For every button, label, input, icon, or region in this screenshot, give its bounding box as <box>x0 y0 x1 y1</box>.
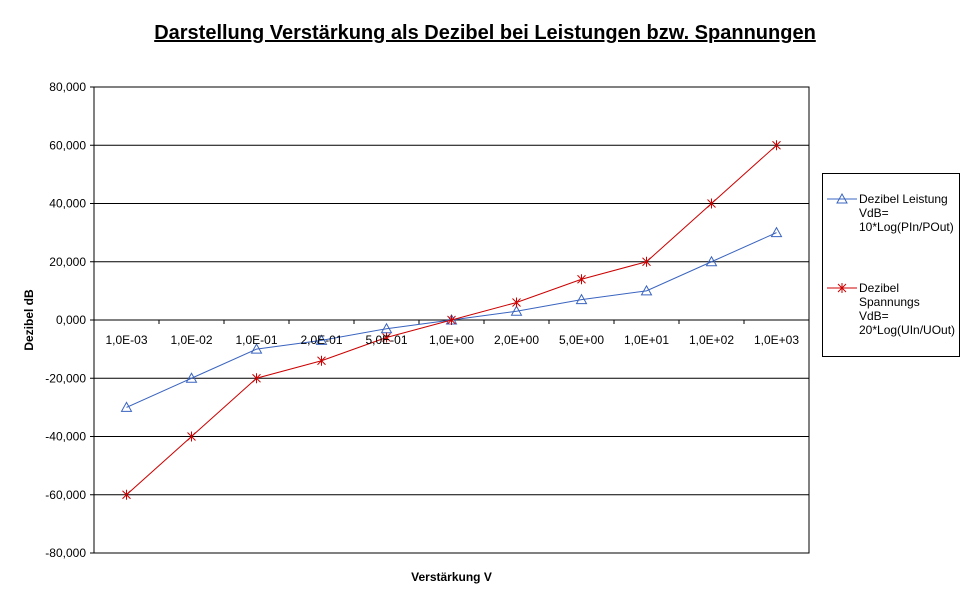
chart-title: Darstellung Verstärkung als Dezibel bei … <box>154 22 816 44</box>
y-tick-label: -80,000 <box>45 546 86 560</box>
legend: Dezibel Leistung VdB= 10*Log(PIn/POut) D… <box>822 173 960 357</box>
data-point-triangle <box>640 284 653 296</box>
x-tick-label: 1,0E+01 <box>624 333 669 347</box>
y-tick-label: -60,000 <box>45 488 86 502</box>
y-tick-label: 60,000 <box>49 138 86 152</box>
y-tick-label: 20,000 <box>49 255 86 269</box>
data-point-asterisk <box>317 355 326 366</box>
x-tick-label: 5,0E-01 <box>365 333 407 347</box>
data-point-asterisk <box>512 297 521 308</box>
x-tick-label: 1,0E+00 <box>429 333 474 347</box>
x-tick-label: 1,0E-01 <box>235 333 277 347</box>
data-point-asterisk <box>707 198 716 209</box>
legend-label-leistung: Dezibel Leistung VdB= 10*Log(PIn/POut) <box>859 192 954 234</box>
data-point-triangle <box>250 343 263 354</box>
legend-entry-spannung: Dezibel Spannungs VdB= 20*Log(UIn/UOut) <box>823 281 961 341</box>
data-point-asterisk <box>187 431 196 442</box>
data-point-asterisk <box>577 274 586 285</box>
data-point-triangle <box>510 305 523 316</box>
y-axis-label: Dezibel dB <box>22 289 36 351</box>
y-tick-label: 40,000 <box>49 197 86 211</box>
x-axis-label: Verstärkung V <box>411 570 492 584</box>
legend-swatch-spannung <box>827 283 857 293</box>
x-tick-label: 5,0E+00 <box>559 333 604 347</box>
x-tick-label: 1,0E-02 <box>170 333 212 347</box>
data-point-triangle <box>705 255 718 267</box>
data-point-asterisk <box>252 373 261 384</box>
data-point-asterisk <box>772 140 781 151</box>
x-tick-label: 1,0E-03 <box>105 333 147 347</box>
data-point-triangle <box>575 293 588 305</box>
x-tick-label: 1,0E+03 <box>754 333 799 347</box>
data-point-triangle <box>770 226 783 238</box>
data-point-triangle <box>185 372 198 383</box>
y-tick-label: -20,000 <box>45 371 86 385</box>
data-point-triangle <box>120 401 133 412</box>
data-point-triangle <box>315 334 328 345</box>
data-point-asterisk <box>122 489 131 500</box>
y-tick-label: -40,000 <box>45 430 86 444</box>
x-tick-label: 2,0E+00 <box>494 333 539 347</box>
legend-swatch-leistung <box>827 192 857 204</box>
y-tick-label: 80,000 <box>49 80 86 94</box>
y-tick-label: 0,000 <box>56 313 86 327</box>
data-point-asterisk <box>642 256 651 267</box>
x-tick-label: 2,0E-01 <box>300 333 342 347</box>
data-point-asterisk <box>382 332 391 343</box>
legend-label-spannung: Dezibel Spannungs VdB= 20*Log(UIn/UOut) <box>859 281 956 337</box>
x-tick-label: 1,0E+02 <box>689 333 734 347</box>
data-point-asterisk <box>447 315 456 325</box>
legend-entry-leistung: Dezibel Leistung VdB= 10*Log(PIn/POut) <box>823 192 961 252</box>
